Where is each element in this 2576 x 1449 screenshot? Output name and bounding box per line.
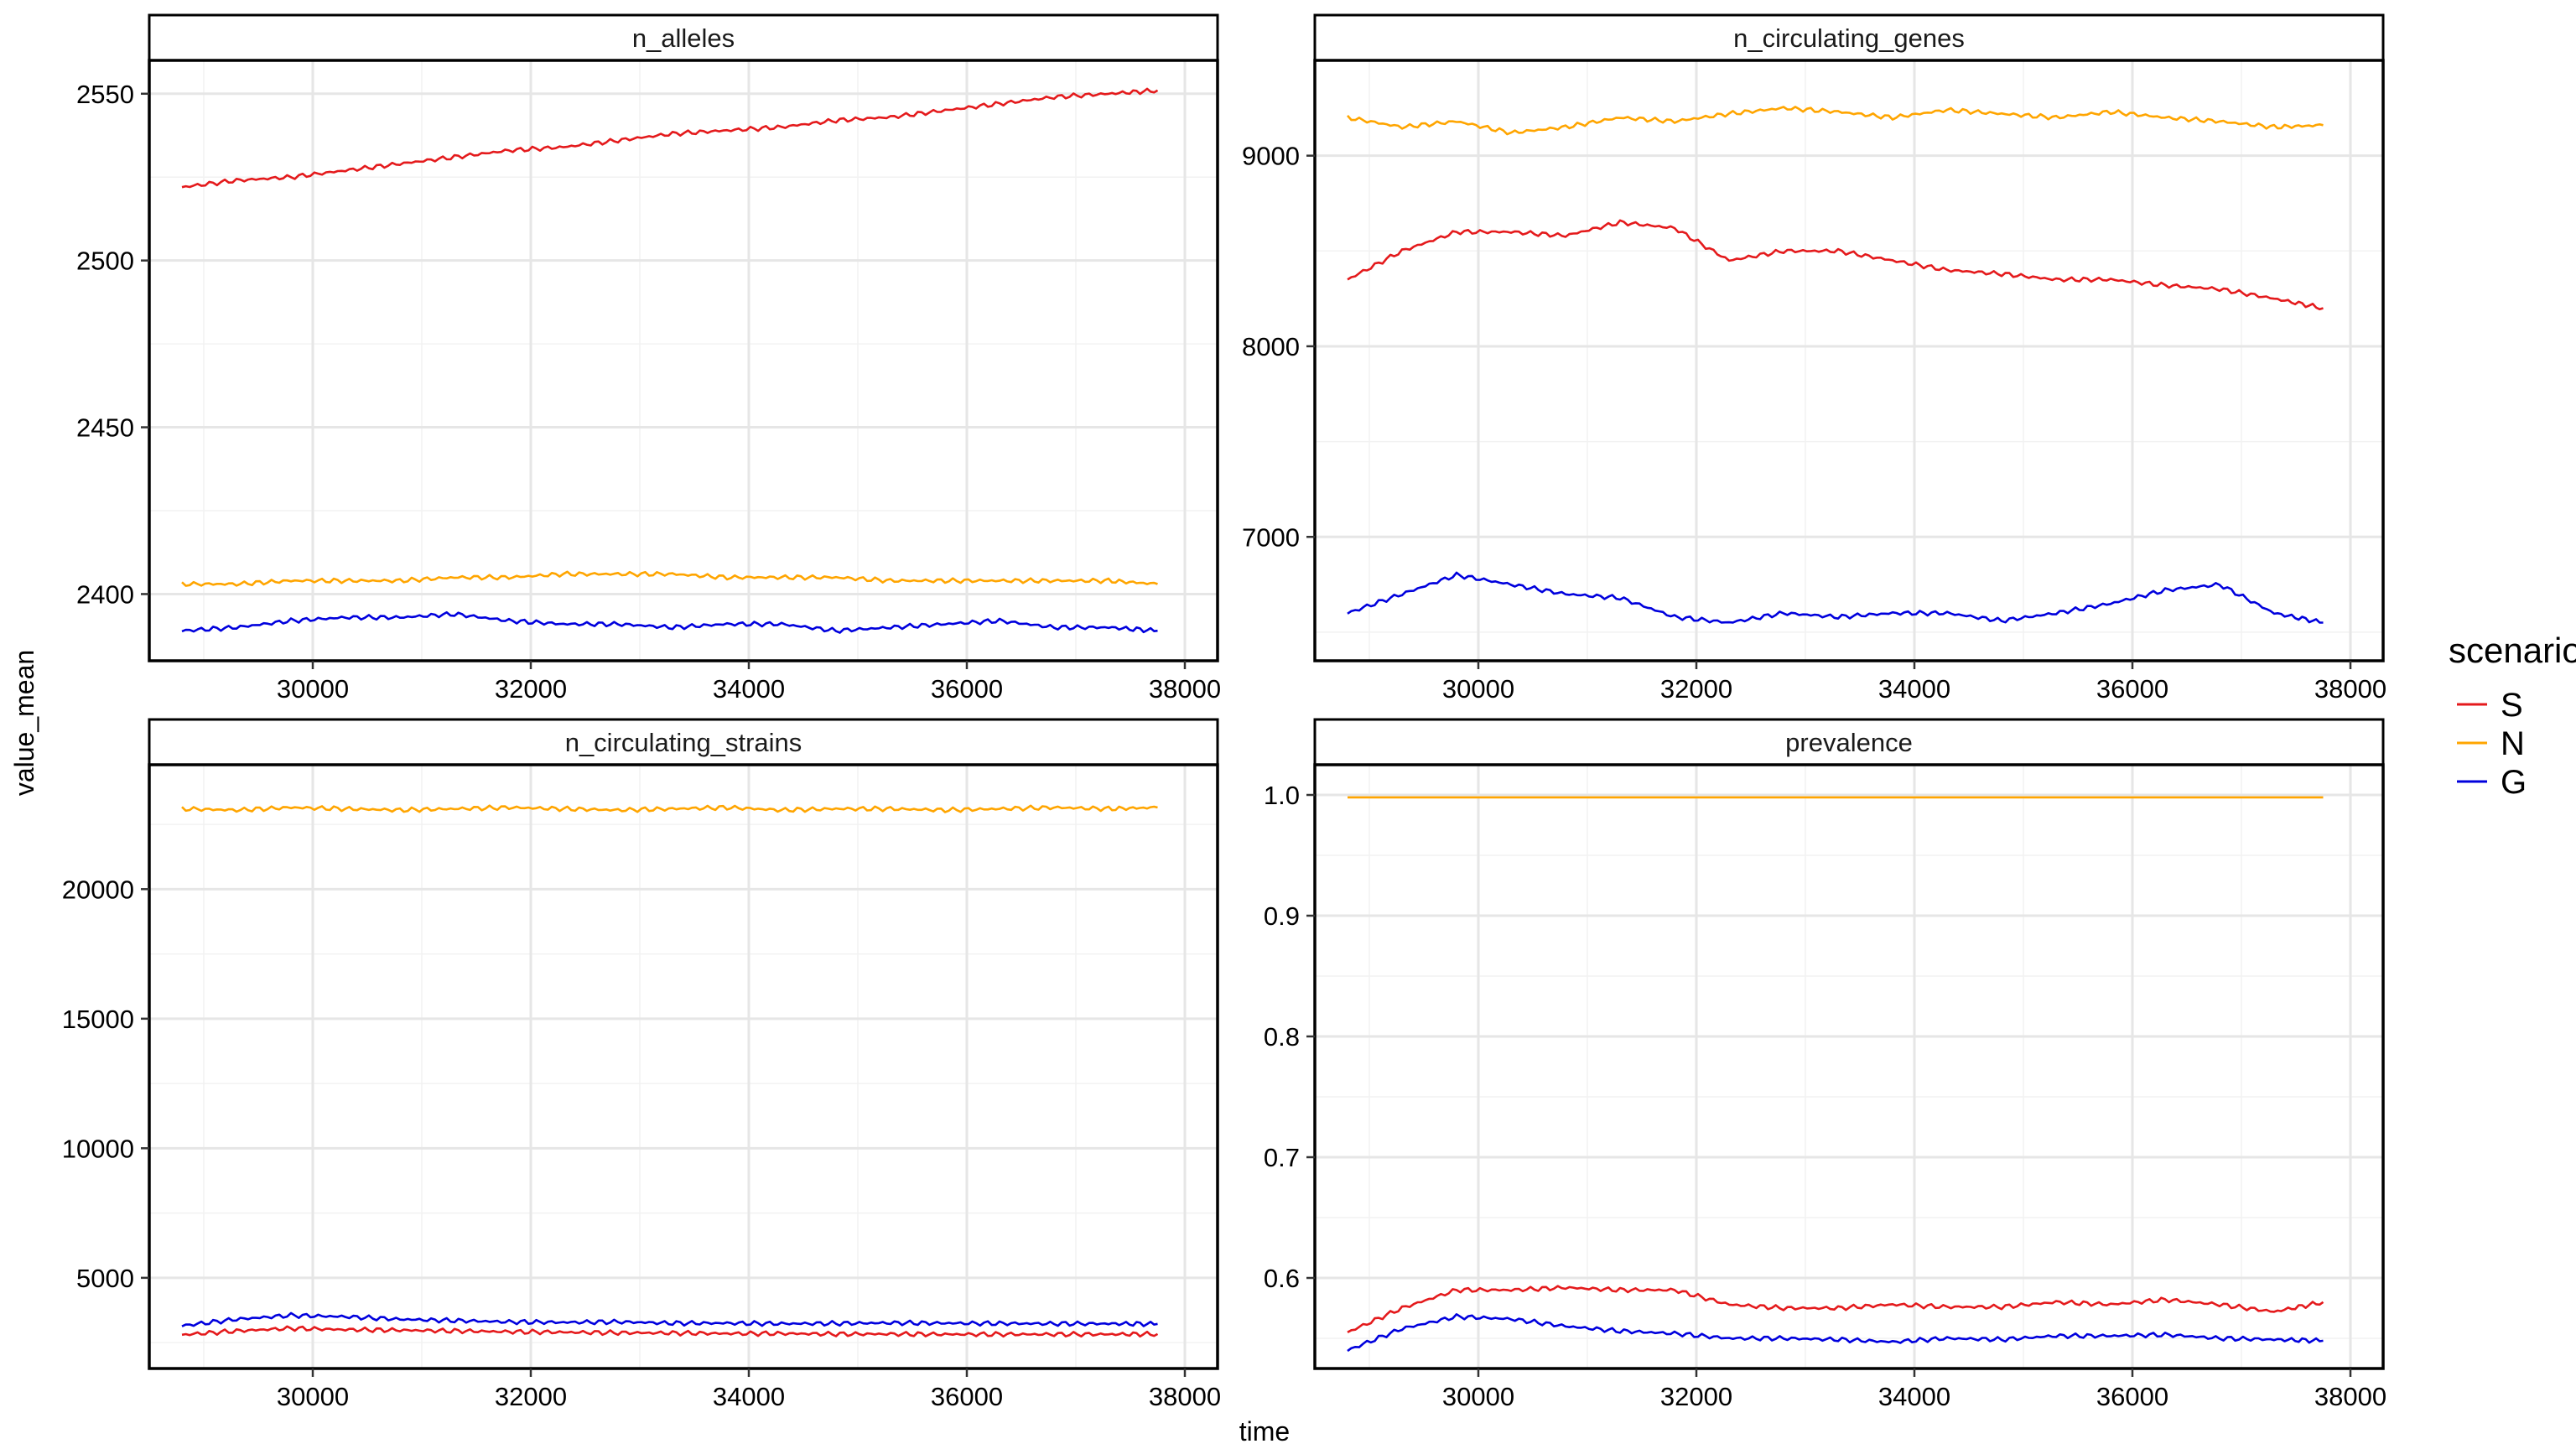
plot-area [149, 765, 1218, 1368]
y-tick-label: 1.0 [1264, 781, 1300, 810]
y-tick-label: 2550 [76, 80, 134, 109]
x-tick-label: 34000 [1878, 674, 1950, 704]
x-tick-label: 30000 [277, 1382, 349, 1411]
y-tick-label: 15000 [62, 1005, 134, 1034]
legend-entries: SNG [2457, 687, 2527, 801]
y-tick-label: 2450 [76, 413, 134, 443]
panel-border [1313, 763, 2385, 1370]
series-line-G [1347, 1313, 2324, 1353]
panel-n-circulating-strains: n_circulating_strains 5000 10000 15000 20000… [62, 718, 1221, 1411]
x-tick-label: 36000 [931, 1382, 1003, 1411]
x-tick-label: 34000 [713, 1382, 785, 1411]
y-tick-label: 0.7 [1264, 1143, 1300, 1172]
facet-title: n_circulating_genes [1733, 23, 1965, 53]
x-axis-title: time [1239, 1416, 1290, 1446]
plot-area [1315, 60, 2383, 661]
x-tick-label: 36000 [2096, 1382, 2168, 1411]
panel-border [148, 763, 1219, 1370]
x-tick-label: 36000 [931, 674, 1003, 704]
y-tick-label: 8000 [1242, 332, 1300, 361]
series-line-S [1347, 1285, 2324, 1333]
y-tick-label: 2500 [76, 247, 134, 276]
x-tick-label: 32000 [1660, 1382, 1732, 1411]
x-tick-label: 32000 [1660, 674, 1732, 704]
x-tick-label: 38000 [1149, 674, 1221, 704]
x-tick-label: 30000 [1442, 1382, 1514, 1411]
plot-area [149, 60, 1218, 661]
facet-title: prevalence [1785, 728, 1913, 757]
y-tick-label: 20000 [62, 875, 134, 904]
legend: scenario SNG [2449, 631, 2576, 801]
x-tick-label: 38000 [1149, 1382, 1221, 1411]
series-line-N [1347, 106, 2324, 136]
facet-strip [1313, 718, 2385, 766]
x-tick-label: 32000 [495, 674, 567, 704]
x-tick-label: 38000 [2314, 674, 2386, 704]
series-line-N [181, 804, 1158, 813]
series-line-S [1347, 219, 2324, 311]
panel-n-alleles: n_alleles 2400 2450 2500 2550 30000 32000 34000… [76, 13, 1221, 704]
panel-border [148, 59, 1219, 662]
series-line-G [181, 610, 1158, 634]
y-tick-label: 7000 [1242, 522, 1300, 552]
x-tick-label: 38000 [2314, 1382, 2386, 1411]
y-tick-label: 0.8 [1264, 1022, 1300, 1052]
legend-item-N: N [2457, 725, 2525, 762]
series-line-S [181, 87, 1159, 189]
legend-item-G: G [2457, 764, 2527, 801]
panel-n-circulating-genes: n_circulating_genes 7000 8000 9000 30000 3200… [1242, 13, 2386, 704]
facet-title: n_circulating_strains [565, 728, 802, 757]
plot-area [1315, 765, 2383, 1368]
panels: n_alleles 2400 2450 2500 2550 30000 32000 34000… [62, 13, 2386, 1411]
facet-strip [148, 13, 1219, 62]
y-axis-title: value_mean [9, 650, 39, 796]
series-line-N [181, 570, 1158, 587]
legend-label: G [2501, 764, 2527, 801]
y-tick-label: 5000 [76, 1264, 134, 1293]
x-tick-label: 32000 [495, 1382, 567, 1411]
legend-item-S: S [2457, 687, 2523, 724]
x-tick-label: 36000 [2096, 674, 2168, 704]
legend-title: scenario [2449, 631, 2576, 670]
panel-prevalence: prevalence 0.6 0.7 0.8 0.9 1.0 30000 32000 34000… [1264, 718, 2386, 1411]
facet-title: n_alleles [632, 23, 735, 53]
y-tick-label: 0.9 [1264, 901, 1300, 931]
y-tick-label: 10000 [62, 1134, 134, 1163]
y-tick-label: 2400 [76, 579, 134, 609]
x-tick-label: 34000 [1878, 1382, 1950, 1411]
x-tick-label: 34000 [713, 674, 785, 704]
x-tick-label: 30000 [277, 674, 349, 704]
legend-label: N [2501, 725, 2525, 762]
y-tick-label: 0.6 [1264, 1264, 1300, 1293]
y-tick-label: 9000 [1242, 142, 1300, 171]
series-line-G [181, 1311, 1158, 1327]
series-line-S [181, 1325, 1159, 1338]
panel-border [1313, 59, 2385, 662]
series-line-G [1347, 571, 2324, 624]
legend-label: S [2501, 687, 2523, 724]
x-tick-label: 30000 [1442, 674, 1514, 704]
